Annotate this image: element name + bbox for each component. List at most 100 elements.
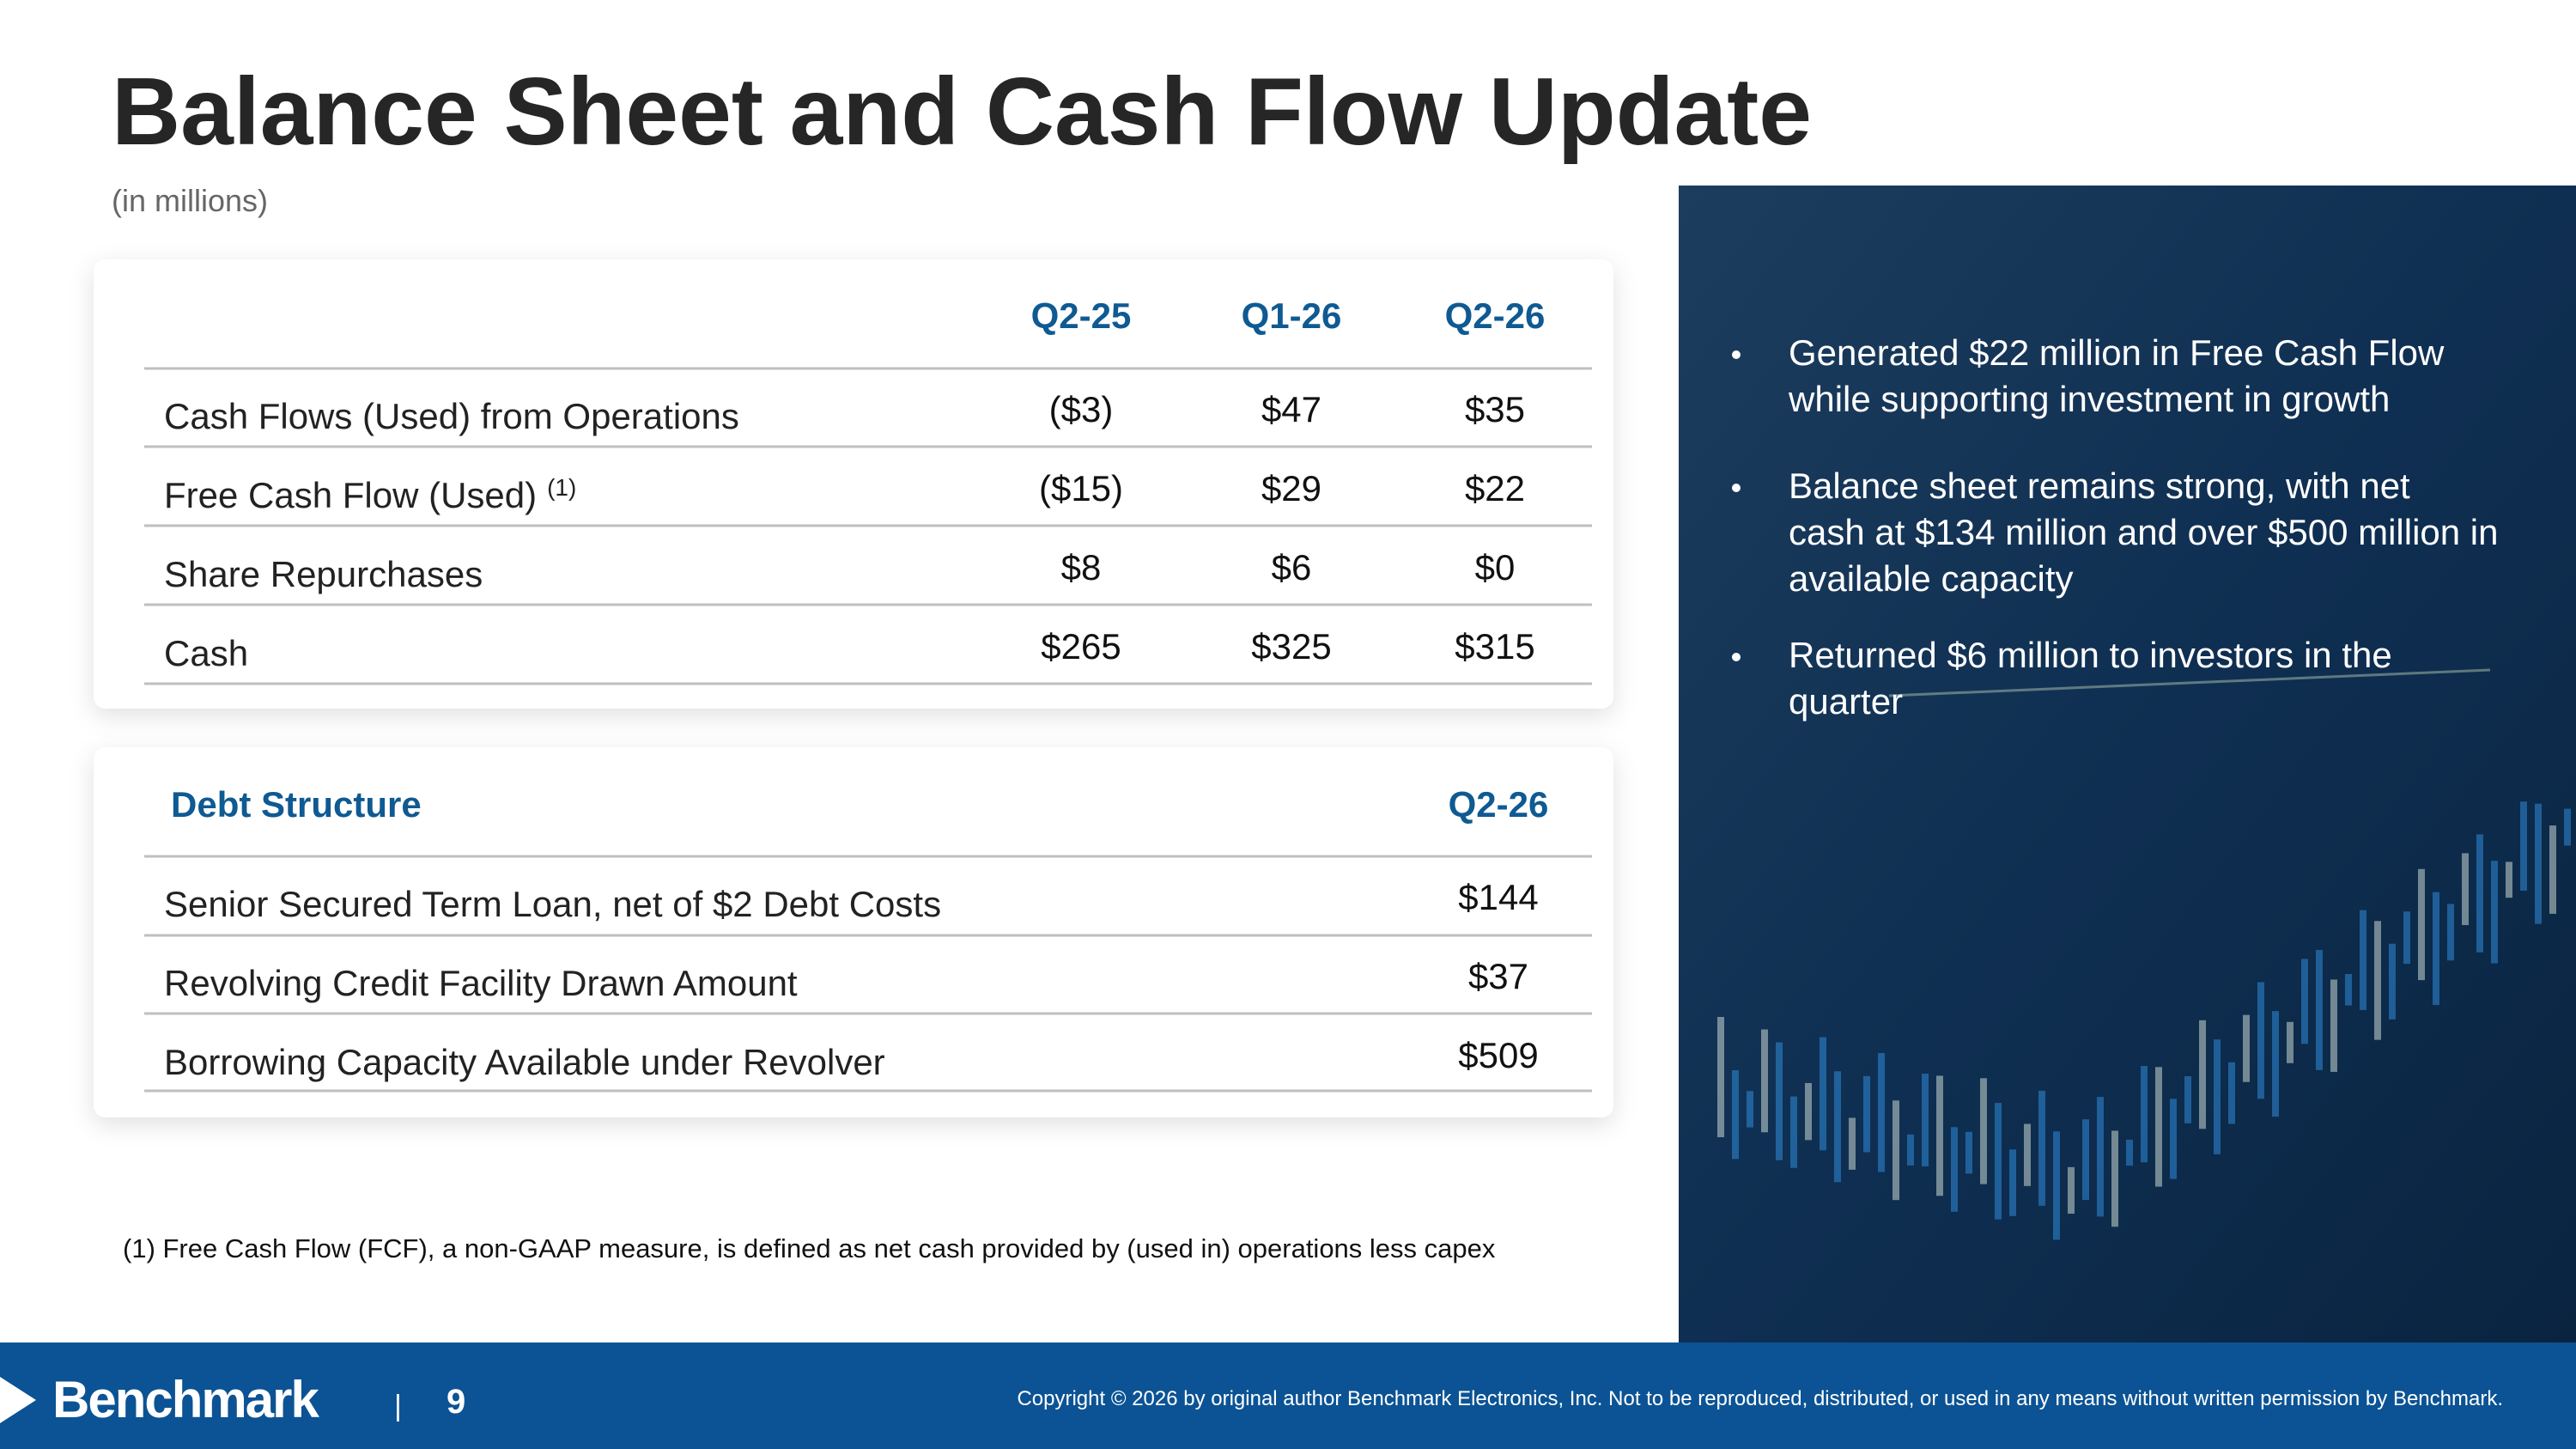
cell-value: $0 [1475, 547, 1516, 588]
candle [1980, 1078, 1987, 1184]
candle [2257, 982, 2264, 1099]
bullet-text: Balance sheet remains strong, with net [1789, 466, 2410, 506]
candle [2535, 803, 2542, 924]
candle [1805, 1082, 1812, 1141]
table-title: Debt Structure [171, 784, 422, 825]
footnote: (1) Free Cash Flow (FCF), a non-GAAP mea… [123, 1233, 1496, 1263]
bullet-dot [1732, 350, 1741, 359]
debt-card [94, 747, 1613, 1117]
deco-line [1888, 668, 2491, 697]
candle [2141, 1066, 2148, 1163]
bullet-text: available capacity [1789, 558, 2074, 599]
candle [2024, 1123, 2031, 1186]
candle [2155, 1067, 2162, 1187]
candle [1820, 1037, 1826, 1151]
candle [1790, 1096, 1797, 1168]
candle [2316, 950, 2323, 1070]
candle [2433, 892, 2439, 1006]
candle [1747, 1091, 1753, 1128]
cell-value: ($15) [1039, 468, 1123, 508]
bullet-text: while supporting investment in growth [1788, 379, 2390, 419]
cell-value: $35 [1465, 389, 1525, 429]
candle [2287, 1021, 2293, 1063]
candle [2564, 808, 2571, 846]
candle [2403, 911, 2410, 965]
candle [2549, 825, 2556, 914]
candle [2272, 1011, 2279, 1117]
candle [1893, 1100, 1899, 1201]
candle [1776, 1042, 1783, 1160]
cell-value: $325 [1251, 626, 1331, 667]
decorative-chart [1717, 668, 2571, 1240]
cell-value: $29 [1261, 468, 1321, 508]
candle [2491, 861, 2498, 964]
column-header: Q2-26 [1449, 784, 1549, 825]
cell-value: $265 [1041, 626, 1121, 667]
row-label: Borrowing Capacity Available under Revol… [164, 1042, 885, 1082]
candle [2214, 1039, 2221, 1154]
cell-value: $37 [1468, 956, 1528, 996]
candle [2418, 868, 2425, 981]
row-label: Cash [164, 633, 248, 673]
cell-value: $6 [1272, 547, 1312, 588]
candle [2068, 1166, 2075, 1215]
candle [1863, 1075, 1870, 1153]
candle [2462, 853, 2469, 926]
bullet-text: quarter [1789, 681, 1903, 721]
candle [2126, 1139, 2133, 1166]
cash-card [94, 259, 1613, 709]
cell-value: ($3) [1049, 389, 1114, 429]
copyright: Copyright © 2026 by original author Benc… [1017, 1387, 2503, 1410]
footnote-ref: (1) [547, 474, 576, 501]
row-label: Share Repurchases [164, 554, 483, 594]
candle [2243, 1014, 2250, 1082]
candle [2360, 910, 2366, 1010]
candle [2301, 959, 2308, 1044]
candle [1965, 1131, 1972, 1174]
bullet-text: Returned $6 million to investors in the [1789, 635, 2392, 675]
logo: Benchmark [52, 1371, 319, 1428]
candle [1936, 1075, 1943, 1196]
candle [2447, 904, 2454, 961]
candle [2184, 1076, 2191, 1123]
candle [2506, 861, 2512, 898]
candle [2520, 801, 2527, 891]
logo-mark [0, 1377, 36, 1423]
row-label: Senior Secured Term Loan, net of $2 Debt… [164, 884, 941, 924]
candle [2228, 1062, 2235, 1124]
candle [2053, 1131, 2060, 1240]
cell-value: $315 [1455, 626, 1534, 667]
cell-value: $47 [1261, 389, 1321, 429]
cell-value: $8 [1061, 547, 1102, 588]
candle [1717, 1017, 1724, 1137]
candle [1995, 1103, 2002, 1220]
bullet-text: Generated $22 million in Free Cash Flow [1789, 332, 2445, 373]
candle [1761, 1029, 1768, 1133]
candle [1732, 1070, 1739, 1160]
candle [2330, 979, 2337, 1072]
candle [2038, 1090, 2045, 1206]
candle [1834, 1071, 1841, 1183]
title: Balance Sheet and Cash Flow Update [112, 58, 1812, 165]
page-number: 9 [447, 1383, 465, 1421]
column-header: Q2-26 [1445, 295, 1546, 336]
row-label: Revolving Credit Facility Drawn Amount [164, 963, 798, 1003]
cell-value: $22 [1465, 468, 1525, 508]
cell-value: $144 [1458, 877, 1538, 917]
candle [2389, 943, 2396, 1020]
row-label: Cash Flows (Used) from Operations [164, 396, 739, 436]
candle [1878, 1052, 1885, 1172]
candle [2476, 834, 2483, 953]
cell-value: $509 [1458, 1035, 1538, 1075]
separator: | [394, 1390, 402, 1422]
candle [2009, 1149, 2016, 1216]
column-header: Q2-25 [1031, 295, 1132, 336]
candle [2082, 1119, 2089, 1201]
candle [2097, 1097, 2104, 1217]
candle [1849, 1117, 1856, 1170]
candle [2170, 1099, 2177, 1179]
candle [2374, 921, 2381, 1040]
bullet-dot [1732, 484, 1741, 492]
candle [2199, 1020, 2206, 1129]
